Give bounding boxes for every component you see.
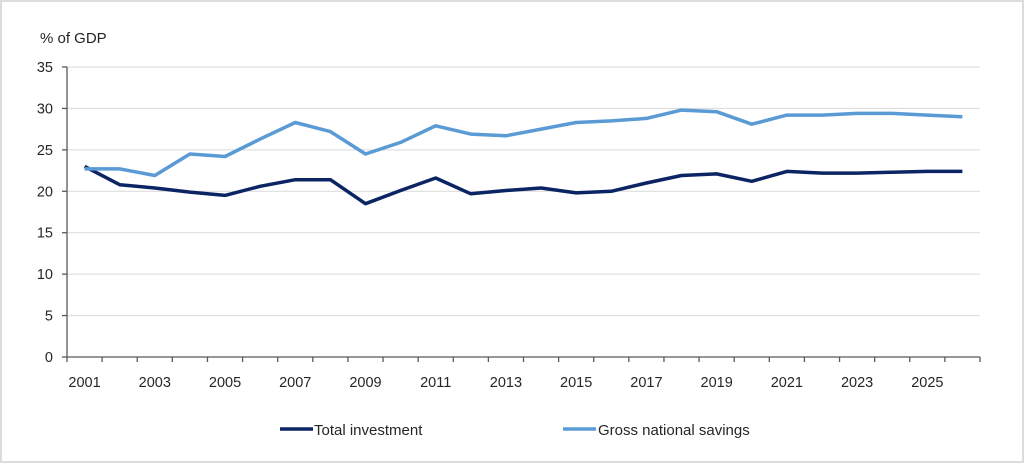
legend-label-gross-national-savings: Gross national savings <box>598 422 750 439</box>
y-tick-label-20: 20 <box>37 184 53 200</box>
y-tick-label-0: 0 <box>45 350 53 366</box>
x-tick-label-2017: 2017 <box>630 375 662 391</box>
series-line-gross-national-savings <box>84 108 963 178</box>
legend-item-gross-national-savings: Gross national savings <box>563 422 750 439</box>
x-tick-label-2001: 2001 <box>68 375 100 391</box>
y-axis-title: % of GDP <box>40 30 107 47</box>
legend-label-total-investment: Total investment <box>314 422 423 439</box>
legend-item-total-investment: Total investment <box>280 422 423 439</box>
x-tick-label-2007: 2007 <box>279 375 311 391</box>
x-tick-label-2021: 2021 <box>771 375 803 391</box>
y-axis-ticks: 0 5 10 15 20 25 30 35 <box>37 60 67 366</box>
x-tick-label-2003: 2003 <box>139 375 171 391</box>
y-tick-label-35: 35 <box>37 60 53 76</box>
y-tick-label-5: 5 <box>45 309 53 325</box>
series-line-total-investment <box>83 164 963 206</box>
x-tick-label-2011: 2011 <box>420 375 451 391</box>
series-lines <box>83 108 963 206</box>
x-tick-label-2005: 2005 <box>209 375 241 391</box>
x-axis-ticks: 2001 2003 2005 2007 2009 2011 2013 2015 2017 2019… <box>66 357 981 391</box>
x-tick-label-2013: 2013 <box>490 375 522 391</box>
y-tick-label-30: 30 <box>37 101 53 117</box>
x-tick-label-2015: 2015 <box>560 375 592 391</box>
x-tick-label-2023: 2023 <box>841 375 873 391</box>
y-tick-label-10: 10 <box>37 267 53 283</box>
y-tick-label-25: 25 <box>37 143 53 159</box>
x-tick-label-2019: 2019 <box>701 375 733 391</box>
gridlines <box>67 66 980 317</box>
y-tick-label-15: 15 <box>37 226 53 242</box>
x-tick-label-2009: 2009 <box>349 375 381 391</box>
legend: Total investment Gross national savings <box>280 422 750 439</box>
x-tick-label-2025: 2025 <box>911 375 943 391</box>
